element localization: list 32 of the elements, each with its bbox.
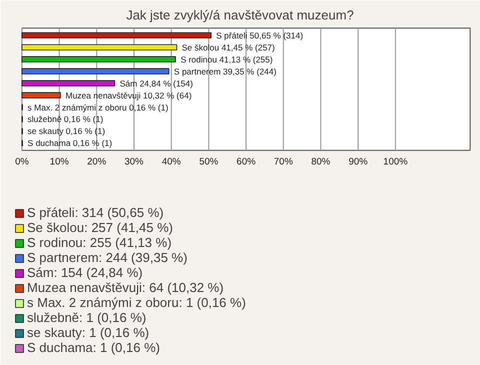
legend-label: Se školou: 257 (41,45 %) (27, 220, 173, 235)
data-label: s Max. 2 známými z oboru 0,16 % (1) (28, 102, 168, 112)
x-tick-label: 30% (124, 156, 144, 168)
x-tick-label: 0% (15, 156, 30, 168)
data-label: služebně 0,16 % (1) (28, 114, 104, 124)
x-tick-label: 100% (383, 156, 408, 168)
legend-label: S přáteli: 314 (50,65 %) (27, 205, 164, 220)
legend-label: S duchama: 1 (0,16 %) (27, 340, 160, 355)
data-label: S partnerem 39,35 % (244) (174, 66, 277, 76)
legend-label: Muzea nenavštěvuji: 64 (10,32 %) (27, 280, 224, 295)
x-tick-label: 80% (311, 156, 331, 168)
x-tick-label: 10% (50, 156, 70, 168)
x-tick-label: 50% (199, 156, 219, 168)
legend-label: S rodinou: 255 (41,13 %) (27, 235, 172, 250)
legend-label: S partnerem: 244 (39,35 %) (27, 250, 188, 265)
x-tick-label: 60% (236, 156, 256, 168)
legend-label: služebně: 1 (0,16 %) (27, 310, 146, 325)
x-tick-label: 20% (87, 156, 107, 168)
legend-label: Sám: 154 (24,84 %) (27, 265, 143, 280)
legend-label: se skauty: 1 (0,16 %) (27, 325, 150, 340)
data-label: Muzea nenavštěvuji 10,32 % (64) (65, 90, 192, 100)
data-label: S duchama 0,16 % (1) (28, 138, 112, 148)
data-label: se skauty 0,16 % (1) (28, 126, 106, 136)
data-label: S přáteli 50,65 % (314) (216, 30, 304, 40)
data-label: Sám 24,84 % (154) (120, 78, 194, 88)
data-label: S rodinou 41,13 % (255) (180, 54, 273, 64)
legend-label: s Max. 2 známými z oboru: 1 (0,16 %) (27, 295, 246, 310)
x-tick-label: 90% (348, 156, 368, 168)
data-label: Se školou 41,45 % (257) (182, 42, 276, 52)
x-tick-label: 40% (162, 156, 182, 168)
x-tick-label: 70% (274, 156, 294, 168)
chart-title: Jak jste zvyklý/á navštěvovat muzeum? (126, 8, 354, 22)
